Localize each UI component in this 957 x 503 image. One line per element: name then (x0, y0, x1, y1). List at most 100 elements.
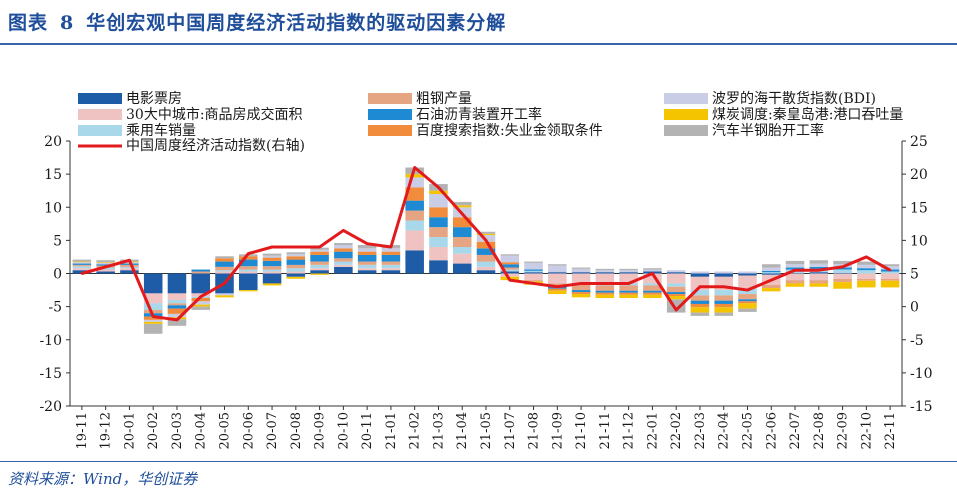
bar-segment (785, 267, 805, 270)
bar-segment (262, 269, 282, 272)
bar-segment (167, 319, 187, 326)
bar-segment (666, 296, 686, 300)
y-tick-label-right: -10 (910, 366, 933, 382)
activity-index-point (508, 278, 511, 282)
bar-segment (690, 300, 710, 304)
bar-segment (286, 256, 306, 260)
bar-segment (96, 262, 115, 263)
bar-segment (857, 264, 876, 269)
activity-index-point (532, 282, 535, 285)
bar-segment (167, 305, 187, 309)
bar-segment (262, 260, 282, 267)
legend-line-label: 中国周度经济活动指数(右轴) (126, 138, 305, 154)
bar-segment (452, 201, 472, 206)
y-tick-label-left: -5 (48, 300, 62, 316)
x-tick-label: 21-10 (574, 412, 589, 449)
bar-segment (761, 272, 781, 274)
bar-segment (452, 247, 472, 254)
x-tick-label: 21-09 (550, 412, 565, 449)
x-tick-label: 22-08 (812, 412, 827, 449)
bar-segment (714, 300, 733, 304)
bar-segment (405, 210, 424, 221)
legend-swatch (78, 109, 122, 120)
x-tick-label: 20-02 (146, 412, 161, 449)
activity-index-point (556, 285, 559, 288)
bar-segment (524, 270, 543, 273)
bar-segment (714, 295, 733, 301)
bar-segment (809, 266, 829, 269)
x-tick-label: 19-12 (99, 412, 114, 449)
legend-label: 汽车半钢胎开工率 (712, 122, 824, 139)
bar-segment (643, 294, 662, 299)
bar-segment (334, 264, 353, 267)
bar-segment (714, 290, 733, 296)
bar-segment (548, 265, 567, 273)
bar-segment (619, 268, 638, 271)
bar-segment (357, 261, 377, 265)
bar-segment (429, 207, 448, 218)
x-tick-label: 21-12 (622, 412, 637, 449)
bar-segment (286, 259, 306, 265)
legend-swatch (78, 125, 122, 136)
bar-segment (239, 273, 258, 291)
x-tick-label: 20-03 (170, 412, 185, 449)
x-tick-label: 21-08 (527, 412, 542, 449)
bar-segment (405, 174, 424, 178)
bar-segment (334, 258, 353, 262)
bar-segment (286, 271, 306, 274)
bar-segment (809, 263, 829, 267)
bar-segment (334, 243, 353, 246)
bar-segment (405, 177, 424, 188)
bar-segment (643, 292, 662, 295)
bar-segment (452, 205, 472, 208)
bar-segment (120, 266, 139, 269)
bar-segment (262, 257, 282, 261)
bar-segment (500, 271, 520, 274)
bar-segment (666, 272, 686, 274)
bar-segment (714, 303, 733, 308)
bar-segment (738, 303, 757, 309)
bar-segment (690, 295, 710, 301)
bar-segment (286, 268, 306, 272)
bar-segment (761, 284, 781, 289)
figure-header: 图表 8 华创宏观中国周度经济活动指数的驱动因素分解 (0, 0, 957, 45)
bar-segment (286, 276, 306, 279)
bar-segment (167, 273, 187, 294)
bar-segment (72, 263, 92, 265)
bar-segment (310, 251, 329, 255)
bar-segment (262, 273, 282, 284)
x-tick-label: 20-09 (313, 412, 328, 449)
activity-index-point (413, 166, 416, 169)
y-tick-label-left: 15 (44, 167, 62, 183)
activity-index-point (365, 242, 369, 245)
bar-segment (143, 309, 163, 314)
bar-segment (690, 312, 710, 316)
bar-segment (809, 273, 829, 281)
y-tick-label-right: -15 (910, 399, 933, 415)
bar-segment (357, 251, 377, 255)
y-tick-label-left: 0 (53, 267, 62, 283)
x-tick-label: 21-07 (503, 412, 518, 449)
bar-segment (215, 256, 234, 259)
bar-segment (72, 266, 92, 269)
bar-segment (452, 237, 472, 247)
bar-segment (690, 290, 710, 296)
bar-segment (880, 264, 900, 267)
x-tick-label: 22-09 (836, 412, 851, 449)
activity-index-point (152, 315, 155, 318)
bar-segment (809, 272, 829, 274)
bar-segment (215, 258, 234, 262)
bar-segment (72, 262, 92, 264)
bar-segment (785, 272, 805, 274)
bar-segment (429, 227, 448, 238)
bar-segment (381, 251, 401, 255)
bar-segment (643, 285, 662, 291)
bar-segment (595, 268, 615, 271)
bar-segment (310, 273, 329, 275)
bar-segment (405, 230, 424, 251)
bar-segment (571, 292, 591, 295)
bar-segment (690, 303, 710, 308)
bar-segment (714, 307, 733, 313)
bar-segment (738, 271, 757, 274)
x-tick-label: 20-06 (241, 412, 256, 449)
